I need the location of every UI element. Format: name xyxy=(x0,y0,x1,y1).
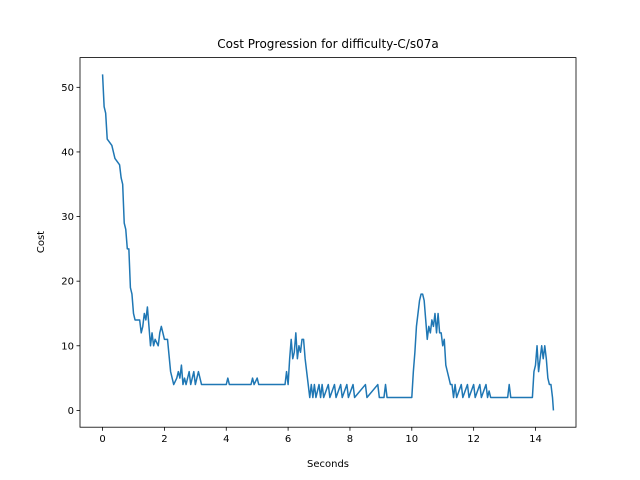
y-axis-label: Cost xyxy=(36,231,47,253)
x-tick-label: 12 xyxy=(467,434,480,445)
y-tick-label: 50 xyxy=(61,83,74,94)
x-tick-label: 14 xyxy=(529,434,542,445)
y-tick-label: 30 xyxy=(61,212,74,223)
y-tick-label: 20 xyxy=(61,277,74,288)
y-tick-label: 0 xyxy=(68,406,74,417)
x-axis-label: Seconds xyxy=(307,459,349,470)
x-tick-label: 6 xyxy=(285,434,291,445)
x-tick-label: 2 xyxy=(161,434,167,445)
x-tick-label: 10 xyxy=(405,434,418,445)
chart-title: Cost Progression for difficulty-C/s07a xyxy=(217,37,438,51)
y-tick-label: 40 xyxy=(61,147,74,158)
x-tick-label: 0 xyxy=(99,434,105,445)
axes-frame xyxy=(79,57,577,428)
x-tick-label: 8 xyxy=(347,434,353,445)
y-tick-label: 10 xyxy=(61,341,74,352)
x-tick-label: 4 xyxy=(223,434,229,445)
data-line xyxy=(101,74,555,411)
